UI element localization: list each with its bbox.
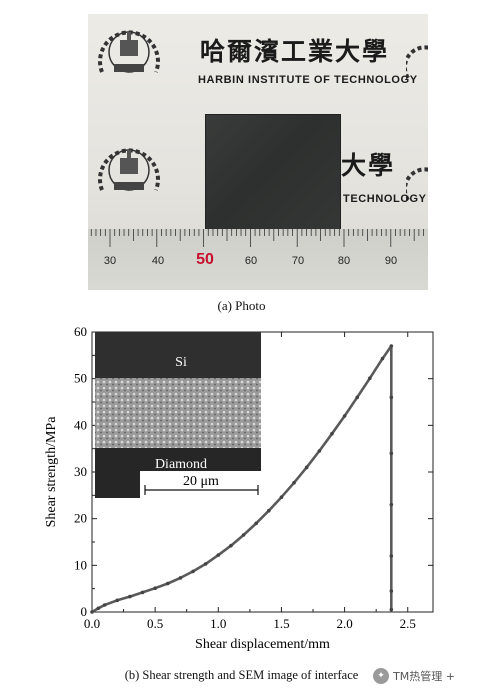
- sem-interface-layer: [95, 378, 261, 448]
- shear-strength-chart: 0.0 0.5 1.0 1.5 2.0 2.5 0 10 20 30 40 50 60 Shear dis…: [44, 324, 434, 652]
- university-seal-icon: [98, 148, 160, 191]
- data-point: [389, 451, 394, 456]
- data-point: [267, 508, 271, 513]
- y-tick-label: 30: [74, 464, 87, 479]
- data-point: [355, 395, 360, 400]
- university-seal-icon: [98, 30, 160, 73]
- data-point: [342, 414, 347, 418]
- y-tick-label: 60: [74, 324, 87, 339]
- sem-diamond-layer: [95, 448, 261, 471]
- data-point: [216, 553, 221, 557]
- x-tick-label: 0.5: [147, 616, 163, 631]
- data-point: [317, 449, 322, 453]
- watermark: ✦ TM热管理 +: [373, 668, 455, 684]
- ruler: 30 40 50 60 70 80 90: [88, 229, 428, 290]
- y-tick-label: 0: [81, 604, 88, 619]
- sem-diamond-label: Diamond: [155, 457, 207, 472]
- ruler-label: 40: [151, 255, 165, 267]
- university-name-en-partial: TECHNOLOGY: [343, 193, 427, 205]
- data-point: [140, 590, 145, 595]
- shear-curve: [91, 344, 393, 614]
- data-point: [389, 395, 394, 400]
- data-point: [165, 581, 170, 586]
- data-point: [191, 569, 195, 574]
- chart-axes: 0.0 0.5 1.0 1.5 2.0 2.5 0 10 20 30 40 50 60 Shear dis…: [44, 324, 434, 652]
- ruler-label: 30: [103, 255, 117, 267]
- data-point: [389, 554, 394, 558]
- x-tick-label: 2.0: [336, 616, 352, 631]
- ruler-ticks: [90, 229, 424, 247]
- x-tick-label: 1.0: [210, 616, 226, 631]
- data-point: [96, 606, 101, 611]
- sem-inset: Si Diamond 20 μm: [95, 332, 261, 498]
- chart-caption: (b) Shear strength and SEM image of inte…: [124, 668, 359, 682]
- watermark-text: TM热管理 +: [393, 670, 455, 683]
- y-axis-label: Shear strength/MPa: [44, 416, 59, 528]
- sample-photo: 哈爾濱工業大學 HARBIN INSTITUTE OF TECHNOLOGY 大…: [88, 14, 428, 290]
- university-name-cn-partial: 大學: [341, 151, 396, 180]
- sem-si-layer: [95, 332, 261, 380]
- y-tick-label: 50: [74, 371, 87, 386]
- university-name-en: HARBIN INSTITUTE OF TECHNOLOGY: [198, 74, 418, 86]
- data-point: [90, 610, 94, 614]
- composite-sample: [206, 115, 340, 236]
- data-point: [330, 431, 334, 436]
- plot-series: [90, 344, 394, 614]
- data-point: [254, 521, 258, 526]
- data-point: [203, 562, 208, 566]
- x-tick-label: 1.5: [273, 616, 289, 631]
- data-point: [102, 603, 107, 607]
- university-name-cn: 哈爾濱工業大學: [200, 37, 390, 66]
- data-point: [389, 344, 394, 348]
- university-seal-icon: [406, 167, 428, 202]
- data-point: [292, 480, 296, 485]
- ruler-label: 70: [291, 255, 305, 267]
- ruler-label-highlight: 50: [196, 251, 214, 268]
- data-point: [389, 607, 394, 612]
- ruler-label: 90: [384, 255, 398, 267]
- y-tick-label: 40: [74, 417, 87, 432]
- data-point: [304, 465, 309, 470]
- university-seal-icon: [406, 45, 428, 80]
- data-point: [389, 502, 394, 507]
- x-tick-label: 2.5: [400, 616, 416, 631]
- ruler-label: 80: [337, 255, 351, 267]
- scale-bar-label: 20 μm: [183, 474, 219, 489]
- data-point: [389, 589, 394, 593]
- data-point: [368, 376, 372, 380]
- sem-diamond-block: [95, 471, 140, 498]
- y-tick-label: 10: [74, 557, 87, 572]
- sem-si-label: Si: [175, 355, 187, 370]
- y-tick-label: 20: [74, 511, 87, 526]
- data-point: [241, 533, 246, 537]
- x-axis-label: Shear displacement/mm: [195, 637, 330, 652]
- data-point: [279, 495, 284, 499]
- data-point: [115, 598, 120, 603]
- data-point: [153, 586, 157, 590]
- data-point: [380, 356, 385, 361]
- photo-caption: (a) Photo: [217, 298, 266, 313]
- ruler-label: 60: [244, 255, 258, 267]
- x-tick-label: 0.0: [84, 616, 100, 631]
- data-point: [128, 594, 132, 599]
- wechat-icon: ✦: [373, 668, 390, 684]
- data-point: [178, 576, 183, 580]
- data-point: [229, 543, 233, 548]
